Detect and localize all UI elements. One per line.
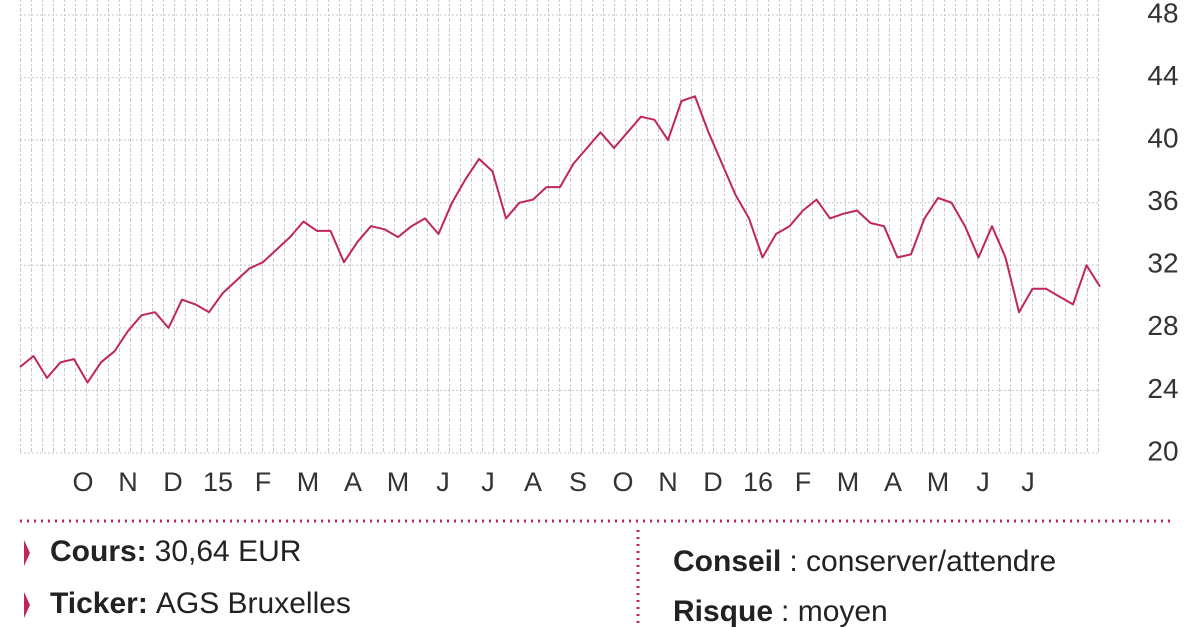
y-tick-label: 28 — [1147, 310, 1178, 341]
x-tick-label: M — [837, 467, 860, 497]
x-tick-label: A — [524, 467, 542, 497]
x-tick-label: M — [927, 467, 950, 497]
y-tick-label: 24 — [1147, 373, 1178, 404]
price-line — [19, 95, 1101, 384]
info-value: : moyen — [781, 595, 888, 627]
y-tick-label: 48 — [1147, 0, 1178, 28]
x-tick-label: F — [795, 467, 812, 497]
info-label: Conseil — [673, 545, 781, 578]
y-tick-label: 44 — [1147, 60, 1178, 91]
x-tick-label: S — [569, 467, 587, 497]
x-tick-label: M — [387, 467, 410, 497]
info-item: Cours: 30,64 EUR — [50, 535, 301, 568]
x-tick-label: N — [658, 467, 678, 497]
x-tick-label: J — [1021, 467, 1035, 497]
x-tick-label: D — [703, 467, 723, 497]
y-tick-label: 32 — [1147, 248, 1178, 279]
info-label: Ticker: — [50, 587, 148, 620]
info-item: Conseil: conserver/attendre — [673, 545, 1056, 578]
info-label: Cours: — [50, 535, 147, 568]
x-tick-label: J — [976, 467, 990, 497]
info-label: Risque — [673, 595, 773, 627]
x-tick-label: A — [884, 467, 902, 497]
x-tick-label: O — [612, 467, 633, 497]
x-tick-label: 16 — [743, 467, 773, 497]
bullet — [24, 592, 30, 618]
info-value: 30,64 EUR — [155, 535, 302, 568]
info-item: Ticker: AGS Bruxelles — [50, 587, 351, 620]
bullet — [24, 540, 30, 566]
vertical-grid — [20, 0, 1100, 453]
x-tick-label: M — [297, 467, 320, 497]
x-tick-label: J — [436, 467, 450, 497]
info-value: AGS Bruxelles — [156, 587, 351, 620]
x-tick-label: F — [255, 467, 272, 497]
x-tick-label: J — [481, 467, 495, 497]
x-tick-label: A — [344, 467, 362, 497]
info-value: : conserver/attendre — [789, 545, 1056, 578]
info-item: Risque: moyen — [673, 595, 888, 627]
y-tick-label: 36 — [1147, 185, 1178, 216]
x-tick-label: D — [163, 467, 183, 497]
y-tick-label: 40 — [1147, 123, 1178, 154]
x-tick-label: O — [72, 467, 93, 497]
x-tick-label: 15 — [203, 467, 233, 497]
y-tick-label: 20 — [1147, 435, 1178, 466]
x-tick-label: N — [118, 467, 138, 497]
